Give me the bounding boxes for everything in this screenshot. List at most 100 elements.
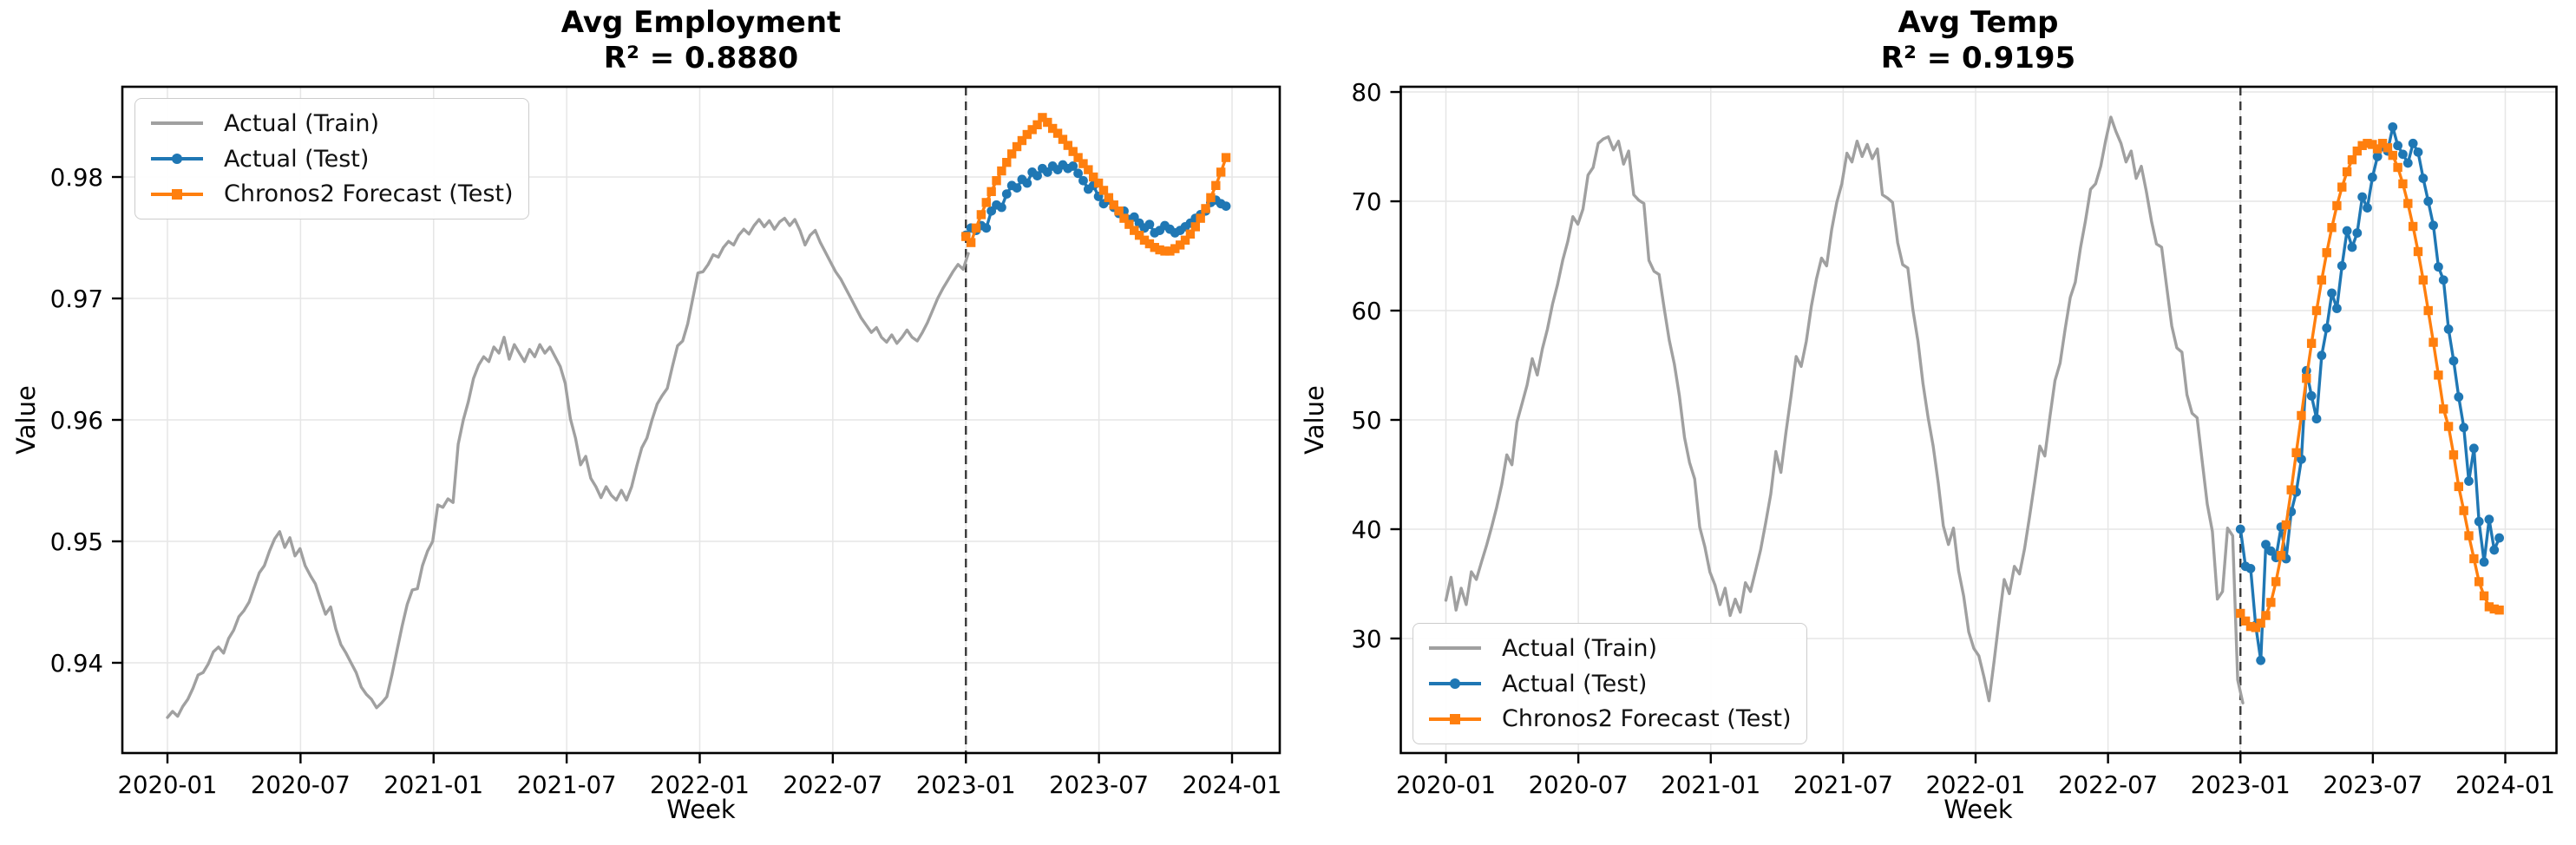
circle-marker: [172, 154, 182, 164]
forecast-point: [2438, 404, 2448, 414]
forecast-point: [2356, 141, 2367, 150]
employment-chart-canvas: 2020-01 2020-07 2021-01 2021-07 2022-01 2022-…: [50, 85, 1282, 799]
test-point: [2260, 540, 2271, 550]
test-point: [2347, 242, 2356, 252]
forecast-point: [2383, 143, 2392, 153]
test-point: [2484, 514, 2494, 525]
forecast-point: [1073, 153, 1083, 162]
forecast-point: [2443, 422, 2453, 431]
train-line: [1444, 115, 2245, 704]
test-point: [2422, 196, 2433, 206]
forecast-point: [1185, 229, 1196, 239]
chart-title-text: Avg Temp: [1898, 5, 2059, 40]
test-point: [2265, 546, 2276, 556]
forecast-point: [1206, 193, 1216, 203]
x-tick-label: 2021-07: [517, 771, 617, 799]
test-point: [997, 202, 1006, 213]
test-point: [2494, 533, 2504, 543]
legend-label: Actual (Train): [1502, 634, 1658, 662]
x-tick-label: 2022-01: [650, 771, 750, 799]
forecast-point: [2311, 305, 2321, 316]
legend-item-test: Actual (Test): [149, 141, 515, 177]
forecast-point: [2388, 150, 2397, 160]
forecast-point: [1170, 244, 1180, 253]
y-tick-label: 0.97: [50, 285, 103, 313]
chart-panel-temp: 2020-01 2020-07 2021-01 2021-07 2022-01 2022-…: [1288, 0, 2576, 845]
test-point: [2356, 192, 2367, 202]
test-point: [2321, 323, 2331, 333]
test-point: [1073, 168, 1083, 179]
x-tick-label: 2023-01: [2190, 771, 2290, 799]
forecast-point: [1043, 117, 1052, 128]
forecast-point: [2458, 506, 2468, 515]
forecast-point: [1006, 149, 1017, 159]
forecast-point: [2418, 275, 2428, 285]
forecast-point: [2251, 623, 2260, 632]
forecast-point: [2489, 604, 2499, 614]
legend: Actual (Train) Actual (Test) Chronos2 Fo…: [134, 98, 529, 219]
forecast-point: [2402, 199, 2413, 208]
forecast-point: [2433, 370, 2443, 380]
forecast-point: [1052, 128, 1063, 138]
forecast-point: [961, 232, 971, 241]
forecast-point: [2484, 602, 2494, 612]
test-point: [2463, 476, 2474, 486]
forecast-point: [2317, 275, 2326, 285]
test-point: [2372, 151, 2383, 161]
forecast-point: [2322, 248, 2331, 258]
chart-r2-text: R² = 0.9195: [1880, 40, 2076, 75]
legend-label: Actual (Test): [1502, 670, 1648, 698]
forecast-point: [2362, 139, 2372, 148]
forecast-point: [1155, 245, 1164, 255]
forecast-point: [2372, 144, 2382, 154]
x-tick-label: 2020-07: [251, 771, 351, 799]
x-tick-label: 2022-07: [783, 771, 882, 799]
test-point: [2306, 390, 2317, 401]
forecast-point: [1098, 186, 1109, 195]
forecast-point: [2468, 554, 2479, 564]
legend-item-test: Actual (Test): [1427, 666, 1793, 702]
legend-item-forecast: Chronos2 Forecast (Test): [149, 176, 515, 212]
forecast-point: [2428, 337, 2438, 347]
forecast-point: [1196, 213, 1205, 223]
forecast-point: [1093, 178, 1104, 188]
test-point: [2245, 563, 2255, 573]
x-tick-label: 2021-01: [383, 771, 483, 799]
forecast-point: [1114, 206, 1124, 216]
forecast-point: [1144, 239, 1155, 249]
test-point: [2438, 275, 2448, 285]
forecast-point: [1221, 153, 1231, 162]
forecast-point: [2255, 619, 2265, 628]
forecast-point: [2337, 182, 2346, 192]
test-point: [2417, 174, 2428, 183]
forecast-point: [986, 187, 996, 197]
x-tick-label: 2020-07: [1528, 771, 1628, 799]
test-point: [2255, 655, 2265, 665]
x-tick-label: 2023-07: [1049, 771, 1149, 799]
forecast-point: [1109, 200, 1118, 210]
x-tick-label: 2021-01: [1661, 771, 1760, 799]
test-point: [2488, 545, 2499, 555]
x-tick-label: 2023-01: [916, 771, 1016, 799]
forecast-point: [2408, 221, 2417, 232]
forecast-point: [1002, 158, 1012, 167]
x-tick-label: 2024-01: [1183, 771, 1282, 799]
test-point: [2316, 350, 2326, 361]
y-tick-label: 0.98: [50, 164, 103, 192]
test-point: [2311, 414, 2321, 424]
test-point: [2402, 158, 2413, 168]
x-tick-label: 2023-07: [2323, 771, 2422, 799]
forecast-point: [1058, 134, 1068, 144]
train-line-sample: [1429, 646, 1481, 651]
legend-label: Chronos2 Forecast (Test): [224, 180, 514, 208]
test-point: [1022, 178, 1032, 188]
legend-label: Actual (Train): [224, 109, 380, 137]
forecast-point: [1017, 135, 1027, 146]
forecast-point: [981, 198, 991, 207]
forecast-point: [2392, 162, 2402, 173]
forecast-point: [2271, 577, 2280, 586]
forecast-point: [2260, 611, 2271, 620]
forecast-point: [2454, 481, 2463, 492]
forecast-point: [2286, 485, 2296, 495]
test-point: [2474, 516, 2484, 527]
